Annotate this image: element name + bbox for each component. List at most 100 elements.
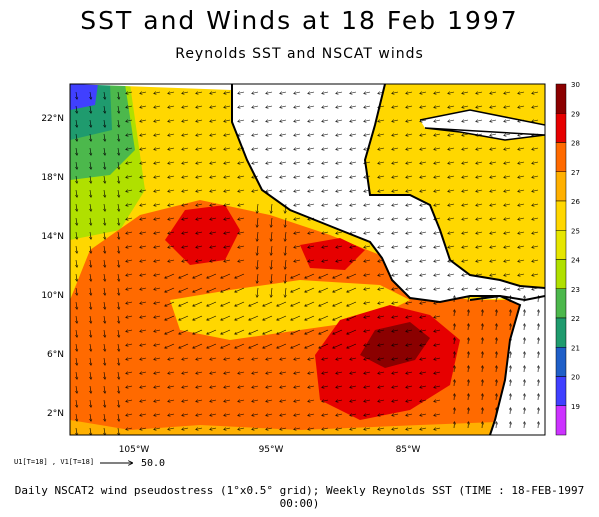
wind-arrow bbox=[126, 386, 133, 388]
wind-arrow bbox=[538, 310, 539, 317]
wind-arrow bbox=[490, 204, 497, 206]
wind-arrow bbox=[524, 324, 525, 331]
wind-arrow bbox=[350, 120, 357, 122]
wind-arrow bbox=[532, 106, 539, 108]
wind-arrow bbox=[168, 162, 175, 164]
wind-arrow bbox=[392, 204, 399, 206]
wind-arrow bbox=[126, 428, 133, 430]
wind-arrow bbox=[364, 428, 371, 430]
wind-arrow bbox=[378, 428, 385, 430]
wind-arrow bbox=[392, 148, 399, 150]
wind-arrow bbox=[336, 428, 343, 430]
wind-arrow bbox=[392, 386, 399, 388]
wind-arrow bbox=[490, 232, 497, 234]
wind-arrow bbox=[392, 316, 399, 318]
wind-arrow bbox=[154, 344, 161, 346]
wind-arrow bbox=[266, 428, 273, 430]
wind-arrow bbox=[207, 329, 217, 334]
wind-arrow bbox=[280, 162, 287, 164]
wind-arrow bbox=[252, 386, 259, 388]
wind-arrow bbox=[448, 260, 455, 262]
wind-arrow bbox=[392, 134, 399, 136]
wind-arrow bbox=[504, 148, 511, 150]
wind-arrow bbox=[462, 134, 469, 136]
wind-arrow bbox=[90, 301, 91, 309]
wind-arrow bbox=[252, 400, 259, 402]
wind-arrow bbox=[126, 288, 133, 290]
map-frame bbox=[69, 83, 546, 436]
wind-arrow bbox=[104, 413, 105, 421]
wind-arrow bbox=[266, 372, 273, 374]
wind-arrow bbox=[76, 427, 77, 435]
wind-arrow bbox=[126, 358, 133, 360]
wind-arrow bbox=[104, 147, 105, 155]
wind-arrow bbox=[76, 217, 77, 225]
wind-arrow bbox=[271, 203, 272, 213]
wind-arrow bbox=[140, 120, 147, 122]
wind-arrow bbox=[392, 358, 399, 360]
wind-arrow bbox=[364, 330, 371, 332]
wind-arrow bbox=[285, 273, 286, 283]
wind-arrow bbox=[207, 287, 217, 292]
wind-arrow bbox=[350, 190, 357, 192]
wind-arrow bbox=[378, 120, 385, 122]
wind-arrow bbox=[322, 358, 329, 360]
wind-arrow bbox=[532, 190, 539, 192]
wind-arrow bbox=[406, 414, 413, 416]
wind-arrow bbox=[308, 260, 315, 262]
wind-arrow bbox=[224, 120, 231, 122]
wind-arrow bbox=[448, 246, 455, 248]
wind-arrow bbox=[118, 301, 119, 309]
wind-arrow bbox=[76, 273, 77, 281]
wind-arrow bbox=[496, 394, 497, 401]
wind-arrow bbox=[224, 134, 231, 136]
wind-arrow bbox=[308, 162, 315, 164]
wind-arrow bbox=[378, 92, 385, 94]
wind-arrow bbox=[179, 343, 189, 348]
wind-arrow bbox=[291, 301, 301, 306]
wind-arrow bbox=[496, 324, 497, 331]
wind-arrow bbox=[168, 148, 175, 150]
wind-arrow bbox=[104, 427, 105, 435]
wind-arrow bbox=[462, 232, 469, 234]
wind-arrow bbox=[104, 329, 105, 337]
wind-arrow bbox=[406, 344, 413, 346]
wind-arrow bbox=[538, 352, 539, 359]
wind-arrow bbox=[496, 366, 497, 373]
wind-arrow bbox=[140, 176, 147, 178]
wind-arrow bbox=[118, 231, 119, 239]
wind-arrow bbox=[154, 190, 161, 192]
wind-arrow bbox=[193, 329, 203, 334]
wind-arrow bbox=[434, 218, 441, 220]
wind-arrow bbox=[257, 231, 258, 241]
wind-arrow bbox=[76, 161, 77, 169]
wind-arrow bbox=[294, 358, 301, 360]
wind-arrow bbox=[140, 232, 147, 234]
wind-arrow bbox=[238, 162, 245, 164]
wind-arrow bbox=[154, 316, 161, 318]
wind-arrow bbox=[462, 274, 469, 276]
wind-arrow bbox=[350, 162, 357, 164]
wind-arrow bbox=[468, 310, 469, 317]
wind-arrow bbox=[364, 162, 371, 164]
wind-arrow bbox=[490, 190, 497, 192]
wind-arrow bbox=[280, 148, 287, 150]
wind-arrow bbox=[406, 372, 413, 374]
wind-arrow bbox=[266, 400, 273, 402]
wind-arrow bbox=[285, 287, 286, 297]
wind-arrow bbox=[252, 134, 259, 136]
wind-arrow bbox=[532, 274, 539, 276]
wind-arrow bbox=[179, 301, 189, 306]
wind-arrow bbox=[434, 162, 441, 164]
wind-arrow bbox=[420, 162, 427, 164]
wind-arrow bbox=[406, 428, 413, 430]
wind-arrow bbox=[263, 315, 273, 320]
wind-arrow bbox=[538, 324, 539, 331]
wind-arrow bbox=[420, 316, 427, 318]
wind-arrow bbox=[392, 260, 399, 262]
wind-arrow bbox=[266, 106, 273, 108]
colorbar-label: 28 bbox=[571, 140, 580, 148]
wind-arrow bbox=[462, 120, 469, 122]
wind-arrow bbox=[280, 92, 287, 94]
